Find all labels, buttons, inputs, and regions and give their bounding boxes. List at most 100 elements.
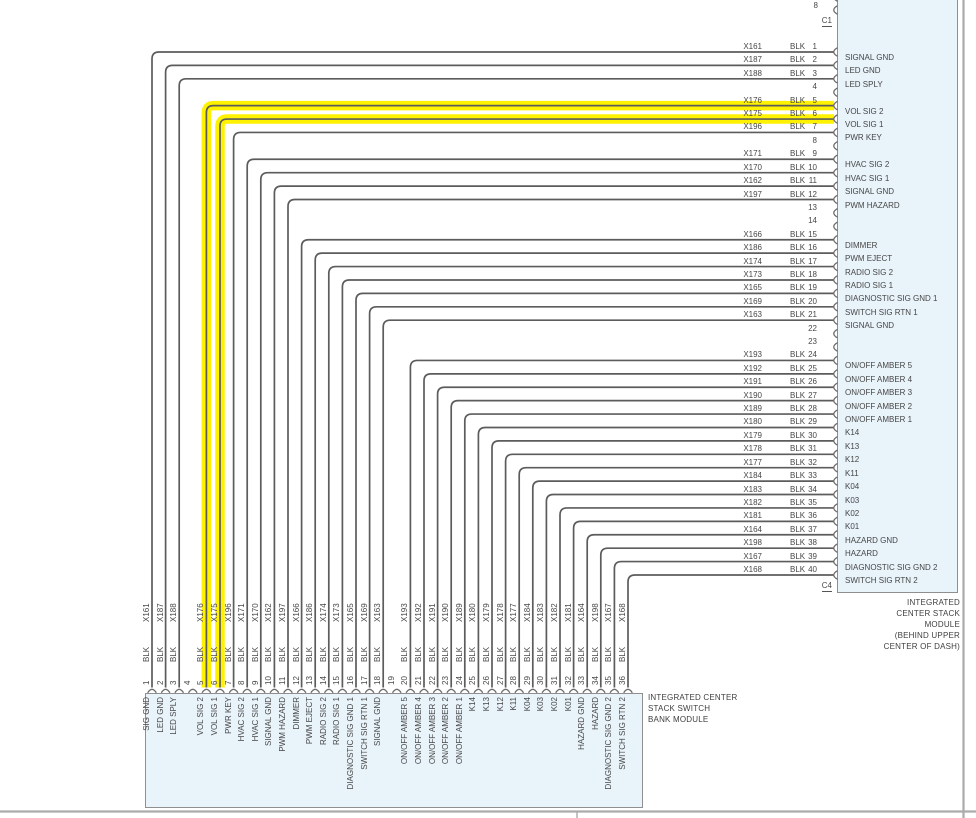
wire-label-bottom-X162: X162 — [264, 603, 274, 622]
right-pin-label-40: SWITCH SIG RTN 2 — [845, 575, 918, 585]
pin-bracket-c-39 — [833, 556, 838, 567]
pin-bracket-b-30 — [541, 688, 552, 694]
connector-c1-text: C1 — [821, 16, 832, 27]
wire-label-bottom-X196: X196 — [223, 603, 233, 622]
bottom-pin-label-14: RADIO SIG 2 — [318, 697, 328, 746]
pin-bracket-b-22 — [432, 688, 443, 694]
bottom-pin-number-10: 10 — [264, 675, 274, 685]
wire-X170[interactable] — [259, 171, 834, 688]
wire-X182[interactable] — [559, 507, 834, 688]
right-pin-label-19: DIAGNOSTIC SIG GND 1 — [845, 294, 938, 304]
bottom-pin-label-24: ON/OFF AMBER 1 — [454, 697, 464, 765]
wire-X166[interactable] — [300, 238, 834, 688]
wire-X168[interactable] — [627, 574, 834, 688]
bottom-pin-label-1: SIG GND — [142, 697, 151, 731]
wire-color-label: BLK — [790, 363, 806, 373]
wire-label-bottom-X182: X182 — [550, 603, 559, 622]
wire-X163[interactable] — [382, 319, 834, 688]
wire-X190[interactable] — [450, 399, 834, 688]
wire-X161[interactable] — [151, 51, 834, 688]
bottom-pin-label-8: HVAC SIG 2 — [237, 697, 247, 742]
wire-X165[interactable] — [355, 292, 834, 688]
wire-X167[interactable] — [613, 560, 834, 688]
pin-bracket-c-18 — [833, 275, 838, 285]
wire-X188[interactable] — [178, 77, 834, 688]
pin-bracket-b-13 — [310, 688, 321, 694]
wire-X181[interactable] — [572, 520, 834, 688]
wire-X176[interactable] — [205, 104, 834, 688]
wire-X184[interactable] — [531, 480, 834, 688]
right-pin-label-31: K12 — [845, 455, 860, 465]
partial-pin-number-text: 8 — [813, 1, 818, 10]
wire-label-bottom-X181: X181 — [563, 603, 573, 622]
wire-label-bottom-X180: X180 — [468, 603, 478, 622]
bottom-pin-label-17: SWITCH SIG RTN 1 — [359, 697, 369, 770]
right-pin-label-9: HVAC SIG 2 — [845, 160, 890, 170]
pin-bracket-b-23 — [446, 688, 457, 694]
wire-X193[interactable] — [409, 359, 834, 688]
bottom-pin-number-33: 33 — [577, 675, 587, 685]
wire-X198[interactable] — [599, 547, 834, 688]
bottom-pin-number-23: 23 — [441, 675, 451, 685]
wire-X162[interactable] — [273, 185, 834, 688]
wire-X191[interactable] — [436, 386, 834, 688]
wire-X178[interactable] — [504, 453, 834, 688]
pin-bracket-c-29 — [833, 422, 838, 433]
bottom-pin-label-6: VOL SIG 1 — [210, 697, 219, 736]
pin-bracket-b-27 — [500, 688, 511, 694]
right-module-name-line: INTEGRATED — [907, 598, 960, 607]
wire-label-bottom-X165: X165 — [346, 603, 355, 622]
wire-X187[interactable] — [164, 64, 834, 688]
wire-X171[interactable] — [246, 158, 834, 688]
right-module-name-line: CENTER OF DASH) — [883, 642, 960, 651]
bottom-pin-number-2: 2 — [155, 680, 165, 685]
wire-label-bottom-X174: X174 — [318, 603, 328, 622]
wire-label-X178: X178 — [743, 444, 762, 454]
bottom-pin-number-31: 31 — [550, 675, 559, 685]
wire-X186[interactable] — [314, 252, 834, 688]
pin-bracket-c-22 — [833, 328, 838, 339]
wire-label-X198: X198 — [743, 538, 762, 548]
bottom-pin-label-23: ON/OFF AMBER 2 — [441, 697, 451, 765]
pin-bracket-b-29 — [527, 688, 538, 694]
wire-X175[interactable] — [219, 118, 834, 688]
wire-X179[interactable] — [491, 440, 834, 688]
wire-X196[interactable] — [232, 131, 834, 688]
wire-color-label: BLK — [563, 646, 573, 662]
switch-bank-module-box — [145, 693, 643, 808]
wire-X197[interactable] — [287, 198, 834, 688]
top-pin-number-2: 2 — [812, 55, 817, 65]
wire-X180[interactable] — [477, 426, 834, 688]
wire-label-X176: X176 — [743, 95, 762, 105]
wire-X169[interactable] — [368, 305, 834, 688]
connector-label-c1: C1 — [801, 16, 832, 27]
wire-color-label: BLK — [790, 229, 806, 239]
top-pin-number-31: 31 — [808, 444, 817, 454]
wire-color-label: BLK — [414, 646, 423, 662]
wire-X177[interactable] — [518, 466, 834, 688]
right-pin-label-34: K03 — [845, 495, 860, 505]
wire-X164[interactable] — [586, 533, 834, 688]
wire-X183[interactable] — [545, 493, 834, 688]
wire-label-X169: X169 — [743, 296, 762, 306]
pin-bracket-b-4 — [187, 688, 198, 694]
pin-bracket-c-25 — [833, 368, 838, 379]
wire-X189[interactable] — [463, 413, 834, 688]
bottom-pin-number-1: 1 — [142, 680, 151, 685]
wire-X174[interactable] — [327, 265, 834, 688]
right-pin-label-24: ON/OFF AMBER 5 — [845, 361, 913, 371]
pin-bracket-b-18 — [378, 688, 389, 694]
bottom-pin-number-26: 26 — [482, 675, 491, 685]
integrated-center-stack-module-box — [837, 0, 958, 593]
right-pin-label-39: DIAGNOSTIC SIG GND 2 — [845, 562, 938, 572]
pin-bracket-c-35 — [833, 503, 838, 513]
wire-X173[interactable] — [341, 279, 834, 688]
wire-color-label: BLK — [790, 149, 806, 159]
wire-label-bottom-X164: X164 — [577, 603, 587, 622]
bottom-pin-label-26: K13 — [482, 697, 491, 712]
wire-X192[interactable] — [423, 372, 834, 688]
bottom-pin-label-7: PWR KEY — [223, 697, 233, 734]
wire-label-bottom-X161: X161 — [142, 603, 151, 622]
pin-bracket-c-31 — [833, 449, 838, 460]
